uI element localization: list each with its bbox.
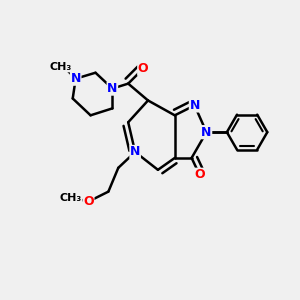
Text: CH₃: CH₃ [50, 62, 72, 72]
Text: O: O [138, 62, 148, 75]
Text: N: N [70, 72, 81, 85]
Text: O: O [83, 195, 94, 208]
Text: N: N [201, 126, 212, 139]
Text: O: O [194, 168, 205, 181]
Text: N: N [107, 82, 118, 95]
Text: N: N [130, 146, 140, 158]
Text: N: N [189, 99, 200, 112]
Text: CH₃: CH₃ [60, 193, 82, 202]
